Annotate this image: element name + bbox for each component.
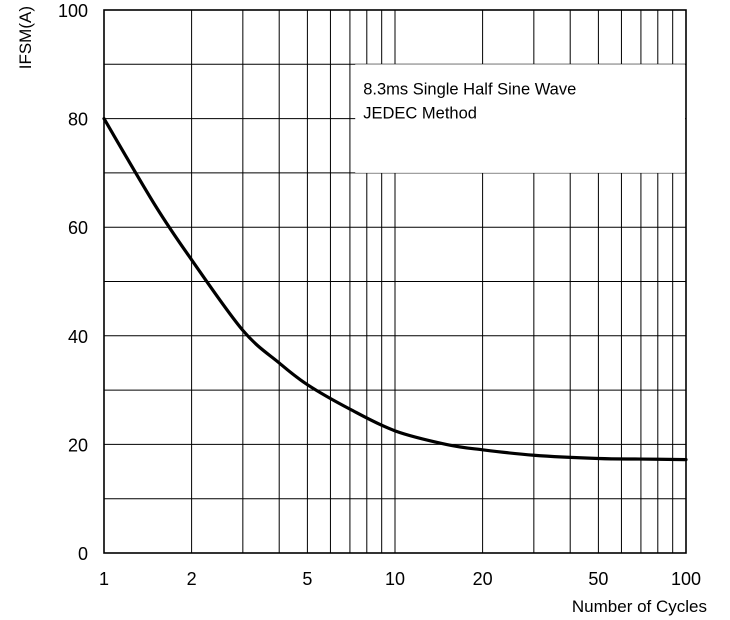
x-tick-label: 5 (302, 569, 312, 589)
x-tick-label: 100 (671, 569, 701, 589)
x-tick-label: 10 (385, 569, 405, 589)
y-tick-label: 40 (68, 327, 88, 347)
tick-labels: 1 2 5 10 20 50 100 0 20 40 60 80 100 (58, 1, 701, 589)
y-axis-label: IFSM(A) (16, 6, 35, 69)
y-tick-label: 20 (68, 435, 88, 455)
annotation-box (355, 64, 685, 173)
plot-frame (103, 9, 687, 554)
y-tick-label: 80 (68, 110, 88, 130)
x-axis-label: Number of Cycles (572, 597, 707, 616)
annotation-line-2: JEDEC Method (363, 104, 477, 122)
y-tick-label: 100 (58, 1, 88, 21)
annotation-line-1: 8.3ms Single Half Sine Wave (363, 80, 576, 98)
y-tick-label: 0 (78, 544, 88, 564)
series-curve (102, 117, 688, 462)
x-tick-label: 2 (187, 569, 197, 589)
y-tick-label: 60 (68, 218, 88, 238)
x-tick-label: 1 (99, 569, 109, 589)
x-tick-label: 20 (473, 569, 493, 589)
x-tick-label: 50 (588, 569, 608, 589)
